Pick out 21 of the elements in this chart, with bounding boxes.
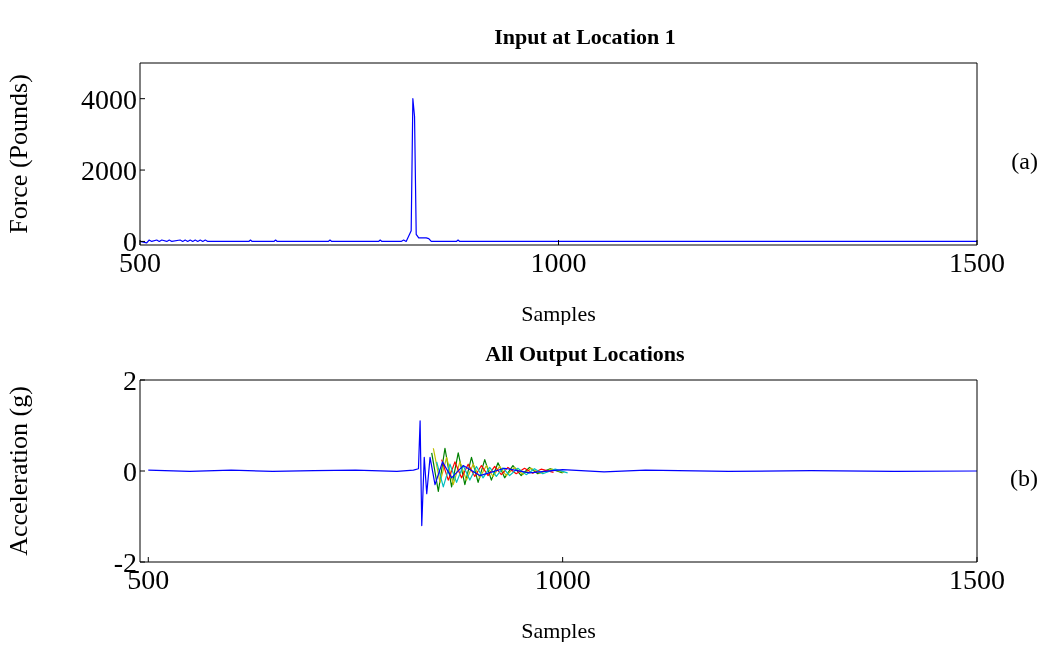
text: (b) xyxy=(1010,465,1038,492)
text: (a) xyxy=(1011,148,1038,175)
x-tick-label: 1000 xyxy=(530,246,587,278)
chart-title: All Output Locations xyxy=(485,341,685,366)
x-tick-label: 1500 xyxy=(949,246,1005,278)
x-axis-title: Samples xyxy=(521,301,596,326)
line-series xyxy=(441,459,555,481)
x-tick-label: 1500 xyxy=(949,563,1005,595)
line-series xyxy=(431,447,564,493)
y-tick-label: 2000 xyxy=(81,155,137,186)
line-series xyxy=(432,447,565,486)
x-axis-title: Samples xyxy=(521,618,596,643)
y-tick-label: 4000 xyxy=(81,83,137,115)
y-tick-label: 2 xyxy=(123,364,137,396)
chart-title: Input at Location 1 xyxy=(493,23,677,50)
x-tick-label: 1000 xyxy=(534,563,591,595)
line-series xyxy=(436,461,569,488)
y-axis-title: Force (Pounds) xyxy=(4,74,34,234)
line-series xyxy=(147,420,977,527)
y-tick-label: 0 xyxy=(123,455,137,487)
y-axis-title: Acceleration (g) xyxy=(4,386,34,556)
